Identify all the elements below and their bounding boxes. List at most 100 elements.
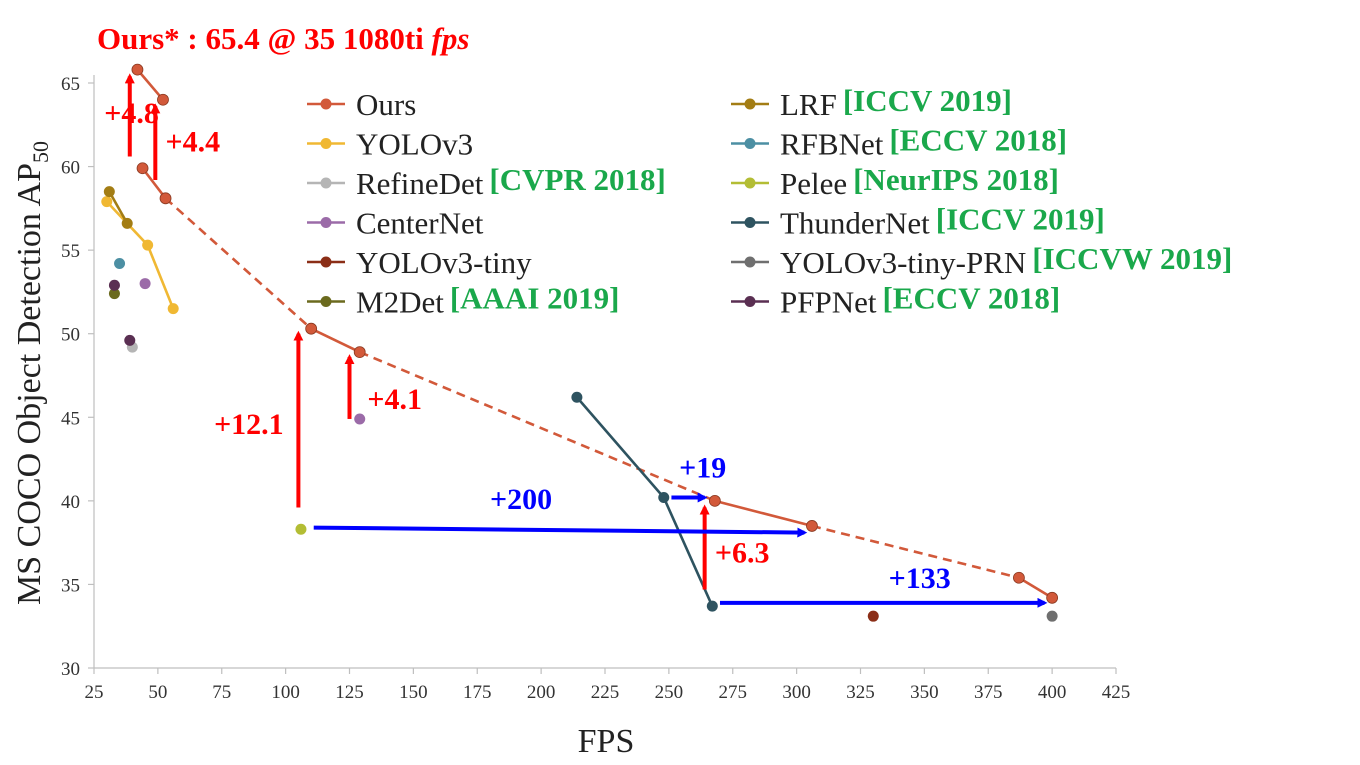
y-axis-title: MS COCO Object Detection AP50	[11, 141, 53, 605]
x-tick-label: 350	[910, 682, 939, 703]
annotation-arrows	[124, 73, 1048, 608]
data-point	[571, 391, 583, 403]
y-axis-title-sub: 50	[28, 141, 53, 163]
annotation-labels: +4.8+4.4 +12.1 +4.1 +6.3 +200 +19 +133	[104, 97, 950, 595]
y-tick-label: 40	[61, 492, 80, 513]
annotation-label: +200	[490, 483, 552, 516]
x-tick-label: 50	[148, 682, 167, 703]
legend-label: YOLOv3-tiny-PRN	[780, 245, 1026, 280]
y-tick-label: 45	[61, 408, 80, 429]
data-point	[108, 279, 120, 291]
data-point	[103, 186, 115, 198]
series-line-dashed-segment	[811, 524, 1020, 580]
legend-swatch-marker	[320, 296, 332, 307]
annotation-label: +4.4	[166, 126, 221, 159]
headline-emph: fps	[432, 21, 470, 56]
series-line	[575, 396, 714, 607]
axes: 25 50 75 100 125 150 175 200 225 250 275 300 325 350 3…	[61, 74, 1130, 703]
legend-swatch-marker	[744, 256, 756, 268]
y-tick-label: 65	[61, 74, 80, 95]
data-point	[131, 63, 144, 76]
legend-swatch-marker	[744, 296, 756, 307]
legend-label: YOLOv3-tiny	[356, 245, 532, 280]
legend-label: RefineDet	[356, 166, 484, 201]
series-line-segment	[714, 499, 813, 528]
x-tick-label: 250	[655, 682, 684, 703]
data-point	[867, 610, 879, 622]
x-tick-label: 75	[212, 682, 231, 703]
data-point	[1046, 610, 1058, 622]
legend-label: M2Det	[356, 285, 444, 320]
legend-venue: [ICCV 2019]	[936, 202, 1105, 237]
legend-label: CenterNet	[356, 206, 484, 241]
data-point	[658, 492, 670, 504]
data-point	[353, 346, 366, 359]
legend-venue: [ICCVW 2019]	[1032, 241, 1232, 276]
y-tick-label: 60	[61, 158, 80, 179]
data-point	[708, 494, 721, 507]
data-point	[121, 217, 133, 229]
data-point	[114, 258, 126, 270]
x-tick-label: 275	[719, 682, 748, 703]
x-tick-label: 125	[335, 682, 364, 703]
legend-venue: [ICCV 2019]	[843, 83, 1012, 118]
legend: Ours YOLOv3 RefineDet [CVPR 2018]CenterNet Y…	[307, 83, 1232, 320]
data-point	[159, 192, 172, 205]
legend-label: ThunderNet	[780, 206, 930, 241]
legend-venue: [AAAI 2019]	[450, 281, 620, 316]
legend-swatch-marker	[744, 98, 756, 110]
data-point	[305, 322, 318, 335]
x-tick-label: 175	[463, 682, 492, 703]
data-point	[157, 93, 169, 106]
legend-swatch-marker	[320, 256, 332, 268]
x-tick-label: 425	[1102, 682, 1131, 703]
annotation-label: +12.1	[214, 408, 284, 441]
annotation-label: +19	[679, 451, 726, 484]
data-point	[101, 196, 113, 208]
legend-venue: [NeurIPS 2018]	[853, 162, 1059, 197]
data-points	[101, 63, 1059, 622]
y-tick-label: 30	[61, 659, 80, 680]
x-tick-label: 300	[782, 682, 811, 703]
data-point	[706, 600, 718, 612]
data-point	[354, 413, 366, 425]
annotation-arrow	[313, 525, 808, 538]
legend-swatch-marker	[744, 217, 756, 228]
legend-label: YOLOv3	[356, 127, 473, 162]
x-tick-label: 375	[974, 682, 1003, 703]
legend-label: PFPNet	[780, 285, 877, 320]
series-line-segment	[141, 167, 167, 200]
x-tick-label: 400	[1038, 682, 1067, 703]
data-point	[1046, 591, 1059, 604]
y-tick-label: 35	[61, 575, 80, 596]
data-point	[295, 523, 307, 535]
legend-venue: [ECCV 2018]	[882, 281, 1060, 316]
series-line-segment	[1018, 576, 1053, 599]
data-point	[139, 278, 151, 290]
data-point	[136, 162, 149, 175]
x-tick-label: 325	[846, 682, 875, 703]
data-point	[806, 520, 818, 532]
series-line	[108, 191, 129, 225]
x-tick-label: 150	[399, 682, 428, 703]
x-tick-label: 25	[85, 682, 104, 703]
series-line-segment	[136, 68, 164, 101]
annotation-label: +6.3	[715, 537, 770, 570]
legend-venue: [ECCV 2018]	[889, 123, 1067, 158]
annotation-label: +4.1	[367, 383, 422, 416]
series-line-dashed-segment	[359, 350, 716, 503]
y-tick-label: 50	[61, 325, 80, 346]
data-point	[124, 334, 136, 346]
x-tick-label: 200	[527, 682, 556, 703]
legend-swatch-marker	[320, 177, 332, 189]
legend-swatch-marker	[320, 138, 332, 149]
legend-label: Pelee	[780, 166, 847, 201]
legend-label: LRF	[780, 87, 837, 122]
series-line-segment	[310, 327, 361, 354]
legend-swatch-marker	[744, 138, 756, 149]
chart-headline: Ours* : 65.4 @ 35 1080ti fps	[97, 21, 469, 56]
y-axis-title-main: MS COCO Object Detection AP	[11, 163, 48, 605]
legend-label: RFBNet	[780, 127, 884, 162]
data-point	[167, 303, 179, 315]
